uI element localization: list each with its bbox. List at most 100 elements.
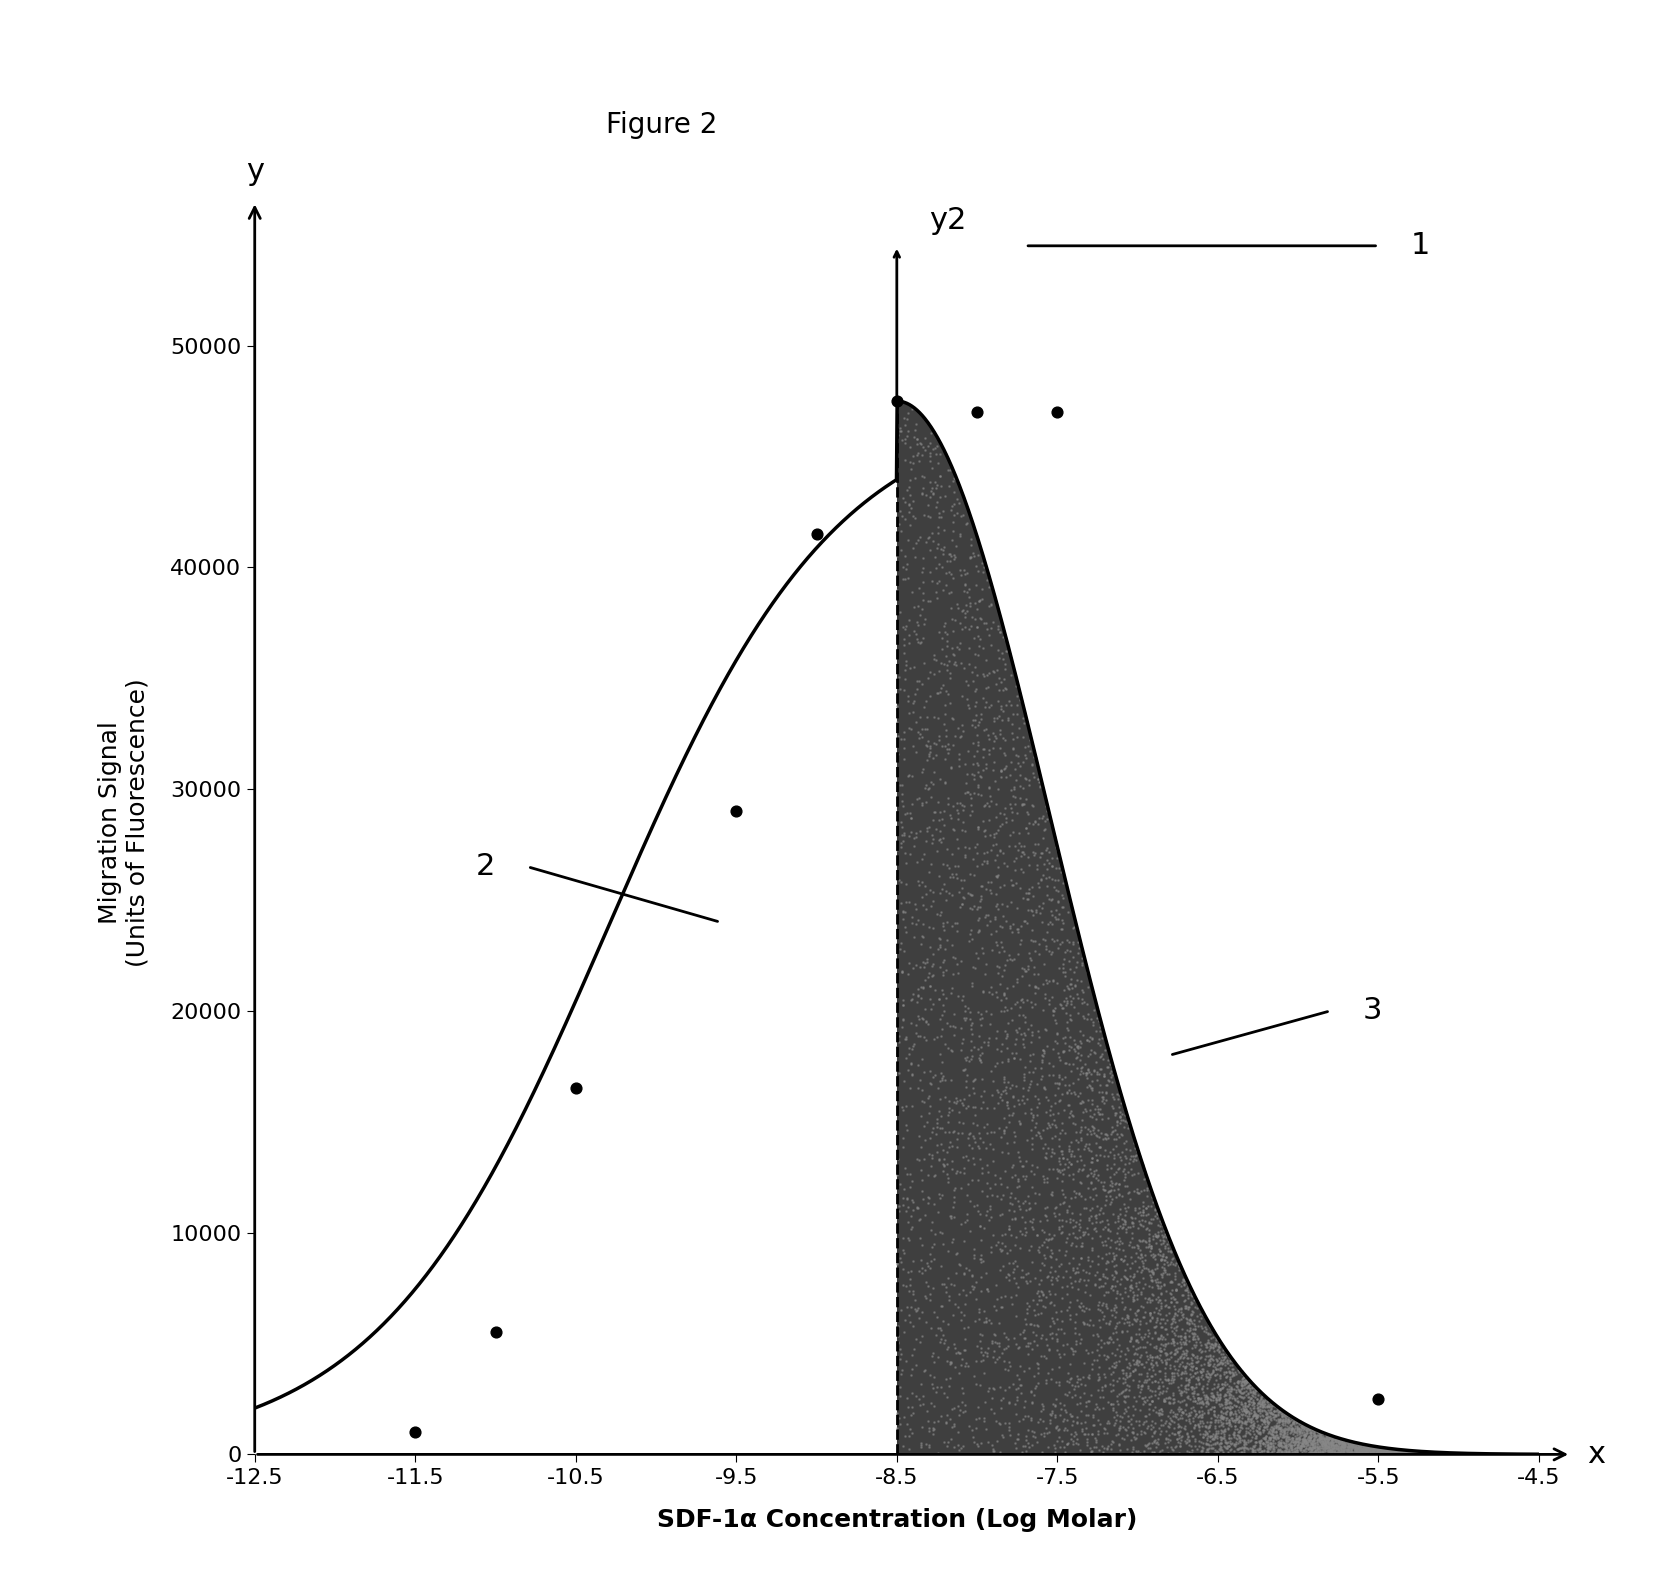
Point <box>891 938 917 963</box>
Point <box>1357 1434 1384 1459</box>
Point <box>1255 1405 1281 1431</box>
Point <box>1139 1257 1165 1282</box>
Point <box>1451 1440 1478 1465</box>
Point <box>1304 1420 1331 1445</box>
Point <box>1392 1438 1418 1464</box>
Point <box>995 707 1022 733</box>
Point <box>1344 1440 1370 1465</box>
Point <box>1273 1426 1299 1451</box>
Point <box>1357 1435 1384 1461</box>
Point <box>1217 1364 1243 1390</box>
Point <box>1456 1442 1483 1467</box>
Point <box>1046 1341 1073 1366</box>
Point <box>1324 1440 1351 1465</box>
Point <box>1316 1440 1342 1465</box>
Point <box>1311 1435 1337 1461</box>
Point <box>1228 1405 1255 1431</box>
Point <box>1218 1435 1245 1461</box>
Point <box>1038 1138 1065 1164</box>
Point <box>1076 1254 1103 1279</box>
Point <box>1203 1337 1230 1363</box>
Point <box>1303 1440 1329 1465</box>
Point <box>1385 1440 1412 1465</box>
Point <box>1400 1438 1427 1464</box>
Point <box>1478 1442 1504 1467</box>
Point <box>1355 1435 1382 1461</box>
Point <box>1372 1442 1398 1467</box>
Point <box>1228 1435 1255 1461</box>
Point <box>1208 1405 1235 1431</box>
Point <box>1516 1442 1542 1467</box>
Point <box>893 489 919 515</box>
Point <box>1208 1405 1235 1431</box>
Point <box>1207 1356 1233 1382</box>
Point <box>1271 1431 1298 1456</box>
Point <box>942 1015 969 1041</box>
Point <box>1068 1326 1094 1352</box>
Point <box>889 485 916 510</box>
Point <box>891 616 917 641</box>
Point <box>957 921 984 946</box>
Point <box>909 925 936 951</box>
Point <box>1440 1440 1466 1465</box>
Point <box>1142 1203 1169 1228</box>
Point <box>988 928 1015 954</box>
Point <box>1427 1440 1453 1465</box>
Point <box>1139 1189 1165 1214</box>
Point <box>1172 1325 1198 1350</box>
Point <box>1223 1429 1250 1454</box>
Point <box>1347 1434 1374 1459</box>
Point <box>1155 1371 1182 1396</box>
Point <box>1405 1438 1431 1464</box>
Point <box>1369 1438 1395 1464</box>
Point <box>947 1435 974 1461</box>
Point <box>1098 1189 1124 1214</box>
Point <box>1172 1295 1198 1320</box>
Point <box>969 551 995 576</box>
Point <box>1379 1442 1405 1467</box>
Point <box>1152 1292 1179 1317</box>
Point <box>1233 1369 1260 1394</box>
Point <box>1486 1442 1512 1467</box>
Point <box>1040 1112 1066 1137</box>
Point <box>1400 1442 1427 1467</box>
Point <box>1415 1440 1441 1465</box>
Point <box>1250 1391 1276 1416</box>
Point <box>1458 1442 1484 1467</box>
Point <box>990 647 1017 673</box>
Point <box>1071 1279 1098 1304</box>
Point <box>1364 1437 1390 1462</box>
Point <box>1380 1437 1407 1462</box>
Point <box>1306 1440 1332 1465</box>
Point <box>1131 1178 1157 1203</box>
Point <box>939 1039 965 1064</box>
Point <box>896 608 922 633</box>
Point <box>1279 1421 1306 1446</box>
Point <box>1316 1423 1342 1448</box>
Point <box>1227 1383 1253 1408</box>
Point <box>1296 1423 1322 1448</box>
Point <box>1402 1440 1428 1465</box>
Point <box>1132 1165 1159 1191</box>
Point <box>1045 1208 1071 1233</box>
Point <box>1322 1432 1349 1457</box>
Point <box>1198 1405 1225 1431</box>
Point <box>964 1432 990 1457</box>
Point <box>949 891 975 916</box>
Point <box>911 954 937 979</box>
Point <box>1474 1442 1501 1467</box>
Point <box>917 736 944 761</box>
Point <box>1284 1418 1311 1443</box>
Point <box>1483 1442 1509 1467</box>
Point <box>1512 1442 1539 1467</box>
Point <box>924 472 950 497</box>
Point <box>1091 1342 1117 1367</box>
Point <box>1461 1442 1488 1467</box>
Point <box>950 1228 977 1254</box>
Point <box>1043 1306 1069 1331</box>
Point <box>1372 1440 1398 1465</box>
Point <box>941 1203 967 1228</box>
Point <box>901 688 927 714</box>
Point <box>946 557 972 583</box>
Point <box>919 1145 946 1170</box>
